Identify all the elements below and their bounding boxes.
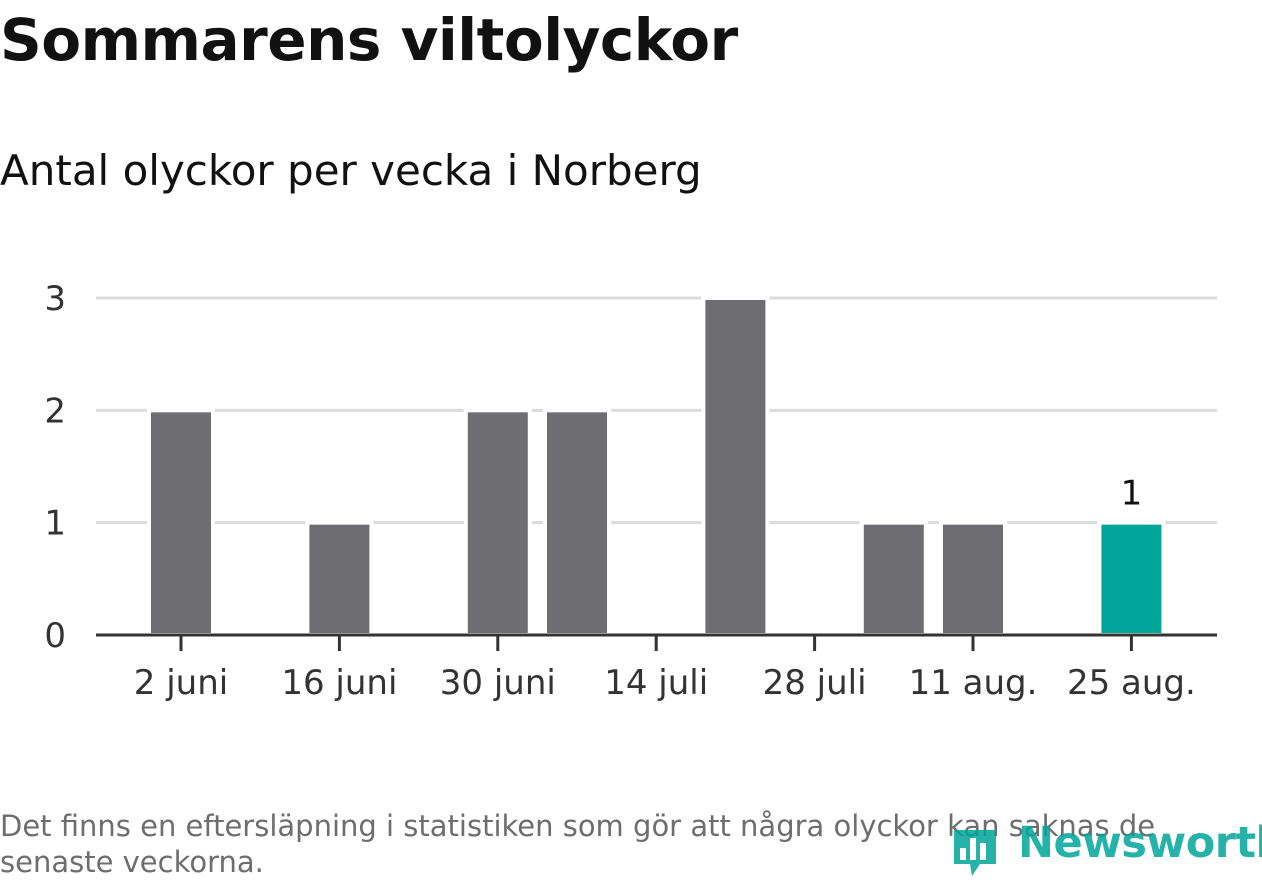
x-tick-label: 16 juni (281, 663, 397, 703)
x-tick-label: 11 aug. (909, 663, 1038, 703)
brand-name: Newsworthy (1018, 818, 1262, 868)
footnote: Det finns en eftersläpning i statistiken… (0, 809, 1156, 879)
data-label: 1 (1121, 474, 1143, 514)
y-tick-label: 0 (44, 616, 66, 656)
bar (463, 408, 532, 638)
chart-subtitle: Antal olyckor per vecka i Norberg (0, 146, 702, 195)
bar (859, 520, 928, 638)
newsworthy-logo: Newsworthy (950, 818, 1262, 880)
x-tick-label: 2 juni (134, 663, 228, 703)
y-tick-label: 3 (44, 279, 66, 319)
bar (701, 296, 770, 637)
y-tick-label: 1 (44, 504, 66, 544)
x-tick-label: 28 juli (763, 663, 867, 703)
bar (939, 520, 1007, 638)
bar (147, 408, 215, 638)
bar (543, 408, 611, 638)
y-tick-label: 2 (44, 391, 66, 431)
x-tick-label: 14 juli (604, 663, 708, 703)
bar (305, 520, 374, 638)
x-tick-label: 30 juni (440, 663, 556, 703)
highlighted-bar (1097, 520, 1166, 638)
chart-title: Sommarens viltolyckor (0, 6, 738, 74)
x-tick-label: 25 aug. (1067, 663, 1196, 703)
bar-chart-bubble-icon (954, 830, 996, 876)
